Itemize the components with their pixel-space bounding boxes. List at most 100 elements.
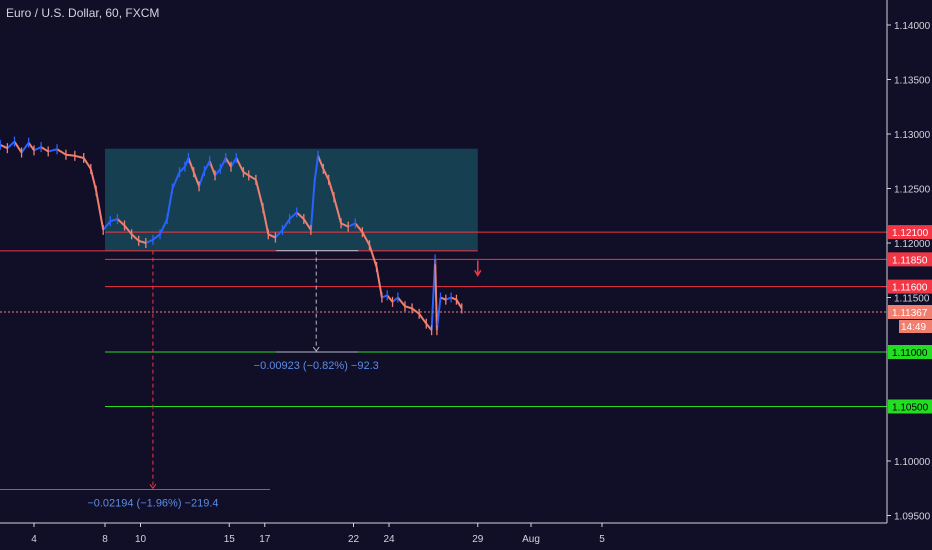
price-segment (397, 296, 406, 307)
price-segment (178, 166, 186, 173)
y-tick-label: 1.14000 (894, 21, 931, 32)
price-segment (381, 294, 388, 299)
price-segment (110, 218, 118, 223)
price-level-badge (888, 279, 932, 294)
price-segment (0, 143, 8, 150)
price-segment (261, 207, 270, 235)
measure-label-1: −0.02194 (−1.96%) −219.4 (87, 497, 218, 509)
y-tick-label: 1.13000 (894, 130, 931, 141)
y-tick-label: 1.13500 (894, 76, 931, 87)
price-segment (138, 239, 147, 244)
price-segment (65, 153, 75, 157)
price-segment (288, 211, 298, 220)
price-segment (347, 222, 356, 228)
price-segment (404, 305, 413, 310)
price-segment (235, 157, 245, 173)
countdown-label: 14:49 (901, 322, 926, 333)
measure-arrowhead-0 (312, 346, 320, 352)
price-segment (27, 142, 35, 151)
price-segment (116, 218, 126, 227)
x-tick-label: 17 (259, 534, 271, 545)
x-tick-label: Aug (522, 534, 540, 545)
x-tick-label: 5 (599, 534, 605, 545)
price-segment (267, 233, 276, 239)
x-tick-label: 4 (31, 534, 37, 545)
price-segment (171, 171, 181, 189)
price-level-label: 1.11000 (892, 348, 928, 359)
price-segment (219, 157, 227, 170)
price-segment (198, 170, 206, 187)
price-level-label: 1.12100 (892, 228, 929, 239)
price-level-label: 1.10500 (892, 403, 929, 414)
x-tick-label: 22 (348, 534, 360, 545)
price-segment (192, 171, 201, 187)
price-segment (89, 168, 98, 191)
x-tick-label: 15 (224, 534, 236, 545)
price-segment (368, 244, 378, 268)
price-segment (187, 157, 195, 173)
range-box (105, 148, 478, 251)
y-tick-label: 1.12000 (894, 239, 931, 250)
price-segment (450, 296, 457, 301)
price-segment (152, 233, 161, 241)
price-segment (340, 222, 349, 228)
y-tick-label: 1.11500 (894, 294, 930, 305)
price-segment (317, 155, 325, 170)
price-segment (254, 179, 264, 209)
price-segment (95, 190, 105, 231)
price-level-label: 1.11600 (892, 283, 928, 294)
price-segment (208, 160, 216, 176)
price-segment (274, 229, 284, 239)
price-segment (47, 148, 58, 153)
price-segment (375, 266, 383, 298)
price-segment (123, 224, 133, 235)
price-level-badge (888, 225, 932, 240)
price-segment (102, 220, 112, 231)
y-tick-label: 1.09500 (894, 512, 931, 523)
price-segment (214, 168, 222, 177)
price-segment (354, 222, 364, 233)
price-segment (281, 218, 291, 231)
price-segment (361, 231, 371, 246)
price-segment (20, 142, 30, 154)
price-segment (224, 157, 232, 168)
price-segment (445, 296, 452, 301)
y-tick-label: 1.10000 (894, 457, 931, 468)
price-segment (145, 238, 154, 244)
price-segment (130, 233, 140, 242)
price-segment (322, 168, 330, 181)
price-segment (159, 218, 169, 235)
price-segment (296, 211, 305, 220)
chart-title: Euro / U.S. Dollar, 60, FXCM (6, 6, 160, 20)
price-segment (309, 182, 316, 230)
x-tick-label: 24 (383, 534, 395, 545)
price-segment (333, 196, 343, 224)
price-segment (40, 146, 49, 153)
price-segment (455, 299, 463, 309)
price-segment (411, 307, 420, 315)
price-segment (391, 296, 399, 303)
x-tick-label: 8 (102, 534, 108, 545)
price-segment (82, 157, 92, 170)
x-tick-label: 29 (472, 534, 484, 545)
price-segment (13, 141, 23, 154)
price-segment (435, 297, 442, 331)
price-level-badge (888, 252, 932, 267)
price-segment (166, 188, 174, 220)
price-segment (33, 146, 42, 152)
price-segment (418, 313, 428, 325)
price-level-badge (888, 399, 932, 414)
price-segment (56, 148, 67, 156)
price-segment (248, 174, 257, 181)
price-segment (440, 296, 447, 301)
price-segment (327, 179, 335, 198)
price-segment (242, 171, 250, 177)
price-segment (386, 294, 394, 303)
price-level-label: 1.11850 (892, 255, 928, 266)
countdown-badge (899, 319, 932, 333)
price-segment (74, 154, 84, 159)
x-tick-label: 10 (135, 534, 147, 545)
last-price-label: 1.11367 (892, 308, 928, 319)
